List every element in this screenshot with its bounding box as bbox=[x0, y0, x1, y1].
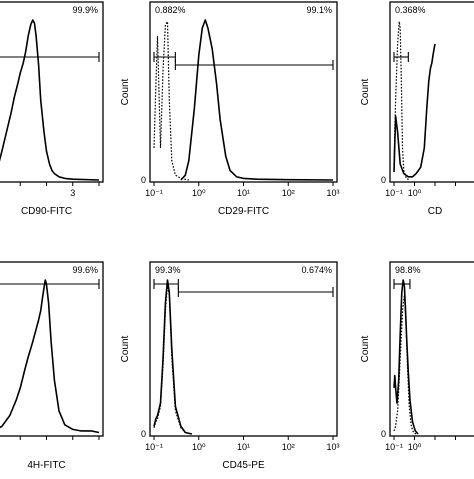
gate-percentage: 99.9% bbox=[72, 5, 98, 15]
x-tick-label: 3 bbox=[70, 188, 75, 198]
marker-curve bbox=[393, 43, 436, 178]
x-tick-label: 10⁰ bbox=[408, 188, 422, 198]
x-tick-label: 10¹ bbox=[237, 188, 250, 198]
marker-curve bbox=[153, 279, 192, 435]
marker-curve bbox=[0, 279, 100, 434]
x-tick-label: 10¹ bbox=[237, 442, 250, 452]
gate-percentage: 0.882% bbox=[155, 5, 186, 15]
x-tick-label: 10² bbox=[282, 188, 295, 198]
histogram-panel-1: 3 CD90-FITC 99.9% bbox=[0, 1, 104, 217]
histogram-panel-3: 10⁻¹ 10⁰ 0 CD Count 0.368% bbox=[360, 1, 474, 217]
y-tick-label: 0 bbox=[381, 429, 386, 439]
histogram-panel-5: 10⁻¹ 10⁰ 10¹ 10² 10³ 0 CD45-PE Count 99.3% 0.674% bbox=[120, 261, 340, 471]
marker-curve bbox=[0, 19, 100, 181]
x-tick-label: 10⁻¹ bbox=[385, 442, 403, 452]
histogram-panel-6: 10⁻¹ 10⁰ 0 Count 98.8% bbox=[360, 261, 474, 452]
y-tick-label: 0 bbox=[141, 429, 146, 439]
x-tick-label: 10⁻¹ bbox=[145, 188, 163, 198]
isotype-control-curve bbox=[393, 21, 411, 181]
panel-frame bbox=[149, 1, 338, 183]
gate-percentage: 98.8% bbox=[395, 265, 421, 275]
x-tick-label: 10⁰ bbox=[192, 442, 206, 452]
y-axis-label: Count bbox=[120, 78, 131, 105]
y-tick-label: 0 bbox=[381, 175, 386, 185]
x-tick-label: 10⁰ bbox=[192, 188, 206, 198]
gate-percentage: 99.1% bbox=[306, 5, 332, 15]
gate-percentage: 99.6% bbox=[72, 265, 98, 275]
x-tick-label: 10⁰ bbox=[408, 442, 422, 452]
isotype-control-curve bbox=[153, 19, 189, 181]
x-axis-label: CD29-FITC bbox=[218, 206, 269, 217]
x-tick-label: 10⁻¹ bbox=[385, 188, 403, 198]
histogram-panel-4: 4H-FITC 99.6% bbox=[0, 261, 104, 471]
histogram-panel-2: 10⁻¹ 10⁰ 10¹ 10² 10³ 0 CD29-FITC Count 0.882% 99.… bbox=[120, 1, 340, 217]
marker-curve bbox=[393, 279, 419, 435]
y-tick-label: 0 bbox=[141, 175, 146, 185]
gate-percentage: 0.674% bbox=[301, 265, 332, 275]
x-axis-label: CD bbox=[428, 206, 442, 217]
y-axis-label: Count bbox=[360, 78, 371, 105]
marker-curve bbox=[180, 19, 334, 181]
x-tick-label: 10³ bbox=[326, 442, 339, 452]
isotype-control-curve bbox=[393, 295, 417, 435]
gate-percentage: 0.368% bbox=[395, 5, 426, 15]
x-axis-label: CD90-FITC bbox=[21, 206, 72, 217]
y-axis-label: Count bbox=[120, 335, 131, 362]
x-tick-label: 10⁻¹ bbox=[145, 442, 163, 452]
gate-percentage: 99.3% bbox=[155, 265, 181, 275]
y-axis-label: Count bbox=[360, 335, 371, 362]
x-axis-label: 4H-FITC bbox=[27, 460, 65, 471]
x-axis-label: CD45-PE bbox=[222, 460, 265, 471]
x-tick-label: 10² bbox=[282, 442, 295, 452]
x-tick-label: 10³ bbox=[326, 188, 339, 198]
